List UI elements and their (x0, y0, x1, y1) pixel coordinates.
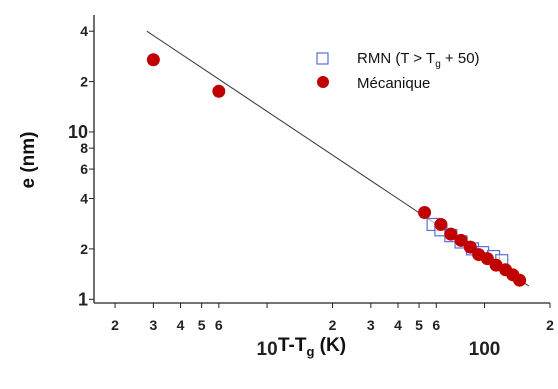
legend: RMN (T > Tg + 50) Mécanique (316, 50, 480, 92)
x-axis-title: T-Tg (K) (278, 335, 346, 359)
mecanique-point-4 (444, 227, 458, 241)
data-points (146, 53, 527, 287)
mecanique-point-1 (212, 84, 226, 98)
y-tick-label-6: 2 (80, 74, 88, 90)
x-tick-label-4: 6 (215, 317, 223, 333)
x-tick-label-10: 6 (432, 317, 440, 333)
y-tick-label-7: 4 (80, 23, 88, 39)
x-tick-label-7: 3 (367, 317, 375, 333)
legend-label-rmn: RMN (T > Tg + 50) (357, 50, 480, 70)
mecanique-point-5 (454, 233, 468, 247)
y-tick-label-2: 4 (80, 191, 88, 207)
axes (93, 15, 550, 304)
y-tick-label-3: 6 (80, 161, 88, 177)
y-tick-label-0: 1 (78, 289, 88, 309)
x-tick-label-11: 100 (469, 339, 501, 360)
x-tick-label-3: 5 (198, 317, 206, 333)
y-tick-label-4: 8 (80, 140, 88, 156)
mecanique-point-0 (146, 53, 160, 67)
y-axis-title: e (nm) (18, 132, 39, 189)
x-tick-label-12: 2 (546, 317, 554, 333)
mecanique-point-6 (463, 240, 477, 254)
mecanique-point-2 (418, 206, 432, 220)
x-tick-label-6: 2 (329, 317, 337, 333)
legend-marker-mecanique (317, 76, 329, 88)
x-tick-label-2: 4 (177, 317, 185, 333)
y-tick-label-1: 2 (80, 241, 88, 257)
y-tick-label-5: 10 (68, 122, 88, 142)
mecanique-point-3 (434, 217, 448, 231)
x-tick-label-5: 10 (257, 339, 278, 360)
x-tick-label-1: 3 (149, 317, 157, 333)
x-tick-label-9: 5 (415, 317, 423, 333)
x-tick-label-8: 4 (394, 317, 402, 333)
x-tick-label-0: 2 (111, 317, 119, 333)
legend-label-mecanique: Mécanique (357, 75, 430, 92)
mecanique-point-12 (513, 273, 527, 287)
legend-marker-rmn (316, 52, 329, 65)
